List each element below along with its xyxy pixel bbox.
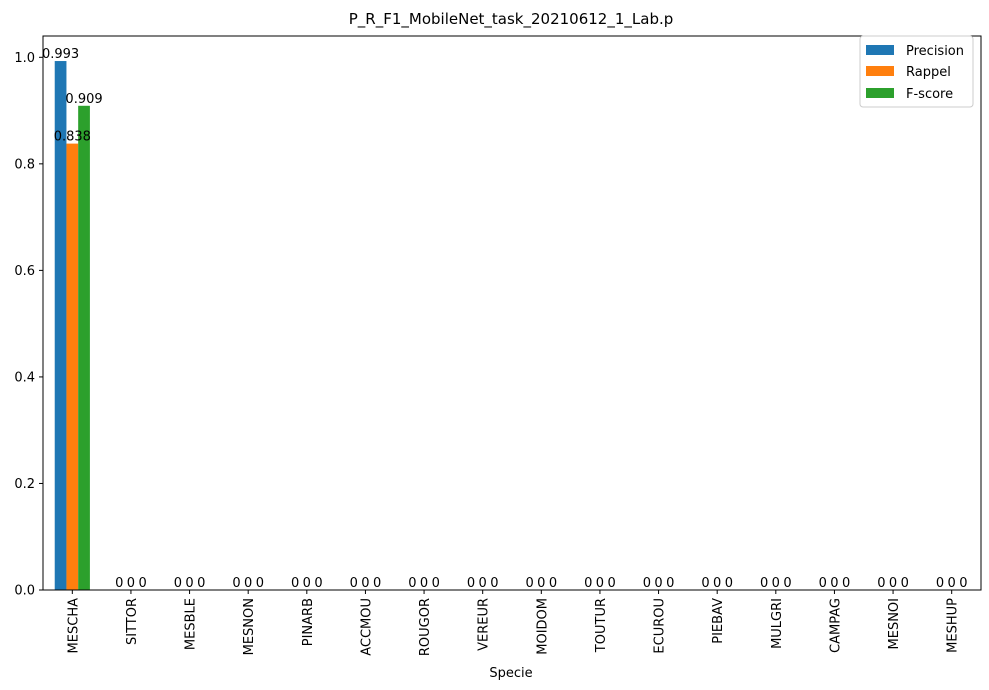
x-tick-label: PIEBAV [711, 598, 726, 644]
bar-value-label: 0 [959, 576, 967, 591]
x-tick-label: MESNON [242, 598, 257, 655]
bar-value-label: 0 [350, 576, 358, 591]
bar-value-label: 0 [819, 576, 827, 591]
x-tick-label: MOIDOM [535, 598, 550, 655]
bar-value-label: 0 [408, 576, 416, 591]
bar-f-score [78, 105, 90, 591]
bar-value-label: 0 [197, 576, 205, 591]
bar-value-label: 0 [901, 576, 909, 591]
bars [54, 61, 90, 591]
y-tick-label: 0.2 [14, 477, 35, 492]
bar-value-label: 0 [584, 576, 592, 591]
legend-label-precision: Precision [906, 44, 964, 59]
bar-value-label: 0 [654, 576, 662, 591]
bar-value-label: 0 [701, 576, 709, 591]
bar-value-label: 0 [232, 576, 240, 591]
bar-value-label: 0 [549, 576, 557, 591]
x-tick-label: ROUGOR [418, 598, 433, 656]
bar-value-label: 0 [948, 576, 956, 591]
legend-swatch-precision [866, 45, 894, 55]
plot-frame [42, 35, 982, 591]
x-tick-label: VEREUR [477, 598, 492, 651]
bar-value-label: 0 [608, 576, 616, 591]
bar-value-label: 0 [783, 576, 791, 591]
bar-value-label: 0 [115, 576, 123, 591]
bar-rappel [66, 143, 79, 590]
y-tick-label: 0.8 [14, 157, 35, 172]
x-tick-label: CAMPAG [828, 598, 843, 653]
y-tick-label: 0.6 [14, 264, 35, 279]
bar-value-label: 0 [830, 576, 838, 591]
bar-value-label: 0 [713, 576, 721, 591]
bar-value-label: 0.993 [42, 47, 79, 62]
bar-value-label: 0 [303, 576, 311, 591]
bar-value-label: 0 [936, 576, 944, 591]
y-axis: 0.0 0.2 0.4 0.6 0.8 1.0 [14, 51, 43, 599]
x-axis: MESCHA SITTOR MESBLE MESNON PINARB ACCMOU ROUG… [66, 590, 961, 656]
x-tick-label: MULGRI [770, 598, 785, 649]
bar-value-label: 0 [174, 576, 182, 591]
bar-value-label: 0 [314, 576, 322, 591]
bar-value-label: 0 [643, 576, 651, 591]
bar-value-label: 0 [127, 576, 135, 591]
bar-value-label: 0 [772, 576, 780, 591]
legend-swatch-fscore [866, 88, 894, 98]
y-tick-label: 0.0 [14, 584, 35, 599]
bar-value-label: 0 [467, 576, 475, 591]
x-tick-label: ECUROU [653, 598, 668, 654]
bar-value-label: 0 [185, 576, 193, 591]
bar-value-label: 0 [139, 576, 147, 591]
x-tick-label: MESCHA [66, 598, 81, 654]
bar-value-label: 0 [537, 576, 545, 591]
x-tick-label: TOUTUR [594, 598, 609, 653]
bar-precision [54, 61, 67, 590]
x-axis-label: Specie [489, 666, 532, 681]
legend-label-fscore: F-score [906, 87, 953, 102]
bar-value-label: 0 [479, 576, 487, 591]
x-tick-label: SITTOR [125, 598, 140, 645]
bar-value-label: 0 [361, 576, 369, 591]
bar-value-label: 0 [420, 576, 428, 591]
bar-value-label: 0 [291, 576, 299, 591]
x-tick-label: MESNOI [887, 598, 902, 649]
bar-value-label: 0 [256, 576, 264, 591]
legend-swatch-rappel [866, 66, 894, 76]
bar-value-label: 0 [889, 576, 897, 591]
bar-value-label: 0 [596, 576, 604, 591]
bar-value-label: 0 [244, 576, 252, 591]
bar-value-label: 0 [760, 576, 768, 591]
legend: Precision Rappel F-score [859, 35, 974, 108]
bar-value-label: 0 [373, 576, 381, 591]
bar-value-label: 0 [432, 576, 440, 591]
bar-value-label: 0 [490, 576, 498, 591]
chart-title: P_R_F1_MobileNet_task_20210612_1_Lab.p [349, 10, 674, 29]
y-tick-label: 0.4 [14, 370, 35, 385]
x-tick-label: ACCMOU [359, 598, 374, 656]
bar-value-label: 0.838 [54, 130, 91, 145]
bar-value-label: 0.909 [65, 92, 102, 107]
x-tick-label: PINARB [301, 598, 316, 646]
bar-value-label: 0 [877, 576, 885, 591]
bar-value-label: 0 [842, 576, 850, 591]
bar-value-label: 0 [725, 576, 733, 591]
bar-value-label: 0 [666, 576, 674, 591]
x-tick-label: MESHUP [946, 598, 961, 653]
y-tick-label: 1.0 [14, 51, 35, 66]
bar-value-label: 0 [525, 576, 533, 591]
legend-label-rappel: Rappel [906, 65, 951, 80]
x-tick-label: MESBLE [184, 598, 199, 650]
